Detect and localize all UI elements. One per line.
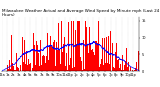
Text: Milwaukee Weather Actual and Average Wind Speed by Minute mph (Last 24 Hours): Milwaukee Weather Actual and Average Win…	[2, 9, 159, 17]
